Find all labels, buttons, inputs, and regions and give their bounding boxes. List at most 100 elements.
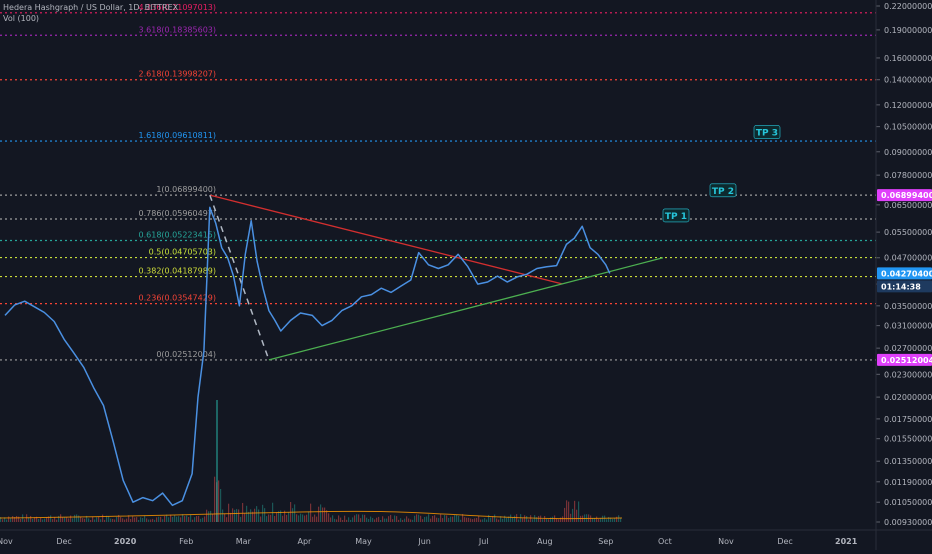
volume-bar xyxy=(362,514,364,522)
volume-bar xyxy=(616,516,618,522)
target-box xyxy=(709,183,737,198)
volume-bar xyxy=(430,518,432,522)
volume-bar xyxy=(576,509,578,522)
time-tick-label: Oct xyxy=(658,537,672,546)
volume-bar xyxy=(228,503,230,522)
volume-bar xyxy=(16,515,18,522)
volume-bar xyxy=(232,508,234,522)
volume-bar xyxy=(526,516,528,522)
fib-level-label: 0.786(0.05960497) xyxy=(139,209,217,218)
volume-bar xyxy=(398,519,400,522)
price-series xyxy=(4,206,611,507)
volume-bar xyxy=(426,516,428,522)
volume-bar xyxy=(134,517,136,522)
fib-level-label: 0.382(0.04187989) xyxy=(139,267,217,276)
volume-bar xyxy=(380,519,382,522)
price-tick-label: 0.03100000 xyxy=(884,322,932,331)
fib-level-label: 0.618(0.05223415) xyxy=(139,231,217,240)
volume-bar xyxy=(454,515,456,522)
volume-bar xyxy=(524,515,526,522)
volume-bar xyxy=(538,515,540,522)
volume-bar xyxy=(154,519,156,522)
volume-bar xyxy=(330,517,332,522)
volume-bar xyxy=(152,518,154,522)
volume-bar xyxy=(512,517,514,522)
volume-bar xyxy=(80,516,82,522)
volume-bars xyxy=(0,400,623,522)
time-tick-label: Feb xyxy=(179,537,193,546)
volume-bar xyxy=(64,517,66,522)
price-tag-label: 0.06899400 xyxy=(881,191,932,200)
volume-bar xyxy=(474,518,476,522)
volume-bar xyxy=(32,518,34,522)
volume-bar xyxy=(130,519,132,522)
volume-bar xyxy=(542,519,544,522)
volume-bar xyxy=(96,517,98,522)
fib-level-label: 3.618(0.18385603) xyxy=(139,25,217,34)
volume-bar xyxy=(602,515,604,522)
volume-bar xyxy=(318,506,320,522)
price-tick-label: 0.01190000 xyxy=(884,478,932,487)
price-tick-label: 0.06500000 xyxy=(884,201,932,210)
volume-bar xyxy=(424,516,426,522)
time-axis[interactable]: Nov Dec 2020 Feb Mar Apr May Jun Jul Aug Sep Oct Nov… xyxy=(0,537,858,546)
volume-bar xyxy=(78,515,80,522)
price-tick-label: 0.01050000 xyxy=(884,498,932,507)
volume-bar xyxy=(84,518,86,522)
volume-bar xyxy=(236,508,238,522)
volume-bar xyxy=(282,515,284,522)
volume-bar xyxy=(442,518,444,522)
volume-bar xyxy=(338,515,340,522)
time-tick-label: Dec xyxy=(777,537,792,546)
price-tick-label: 0.16000000 xyxy=(884,54,932,63)
volume-bar xyxy=(606,519,608,522)
volume-bar xyxy=(226,517,228,522)
volume-bar xyxy=(18,516,20,522)
volume-bar xyxy=(160,516,162,522)
volume-bar xyxy=(416,514,418,522)
volume-bar xyxy=(372,517,374,522)
volume-bar xyxy=(148,519,150,522)
volume-bar xyxy=(298,515,300,522)
volume-bar xyxy=(126,518,128,522)
volume-bar xyxy=(62,517,64,522)
volume-bar xyxy=(108,516,110,522)
volume-bar xyxy=(448,517,450,522)
volume-bar xyxy=(174,515,176,522)
volume-bar xyxy=(364,514,366,522)
volume-bar xyxy=(502,518,504,522)
volume-bar xyxy=(268,514,270,522)
volume-bar xyxy=(172,517,174,522)
volume-bar xyxy=(190,514,192,522)
time-tick-label: Jul xyxy=(478,537,489,546)
time-tick-label: May xyxy=(355,537,372,546)
resistance-trendline xyxy=(209,194,563,285)
symbol-title[interactable]: Hedera Hashgraph / US Dollar, 1D, BITTRE… xyxy=(3,3,179,12)
volume-bar xyxy=(354,515,356,522)
volume-bar xyxy=(302,514,304,522)
volume-indicator-label[interactable]: Vol (100) xyxy=(3,14,40,23)
volume-bar xyxy=(592,517,594,522)
volume-bar xyxy=(422,519,424,522)
volume-bar xyxy=(256,506,258,522)
volume-bar xyxy=(432,515,434,522)
volume-bar xyxy=(60,514,62,522)
price-axis[interactable]: 0.22000000 0.19000000 0.16000000 0.14000000… xyxy=(876,2,932,527)
volume-bar xyxy=(446,515,448,522)
volume-bar xyxy=(420,515,422,522)
fib-level-label: 1.618(0.09610811) xyxy=(139,131,217,140)
volume-bar xyxy=(392,519,394,522)
time-tick-label: Mar xyxy=(236,537,252,546)
volume-bar xyxy=(468,517,470,522)
volume-bar xyxy=(596,516,598,522)
volume-bar xyxy=(70,515,72,522)
volume-bar xyxy=(352,517,354,522)
volume-bar xyxy=(82,518,84,522)
target-label: TP 2 xyxy=(712,187,734,197)
volume-bar xyxy=(574,500,576,522)
volume-ma-line xyxy=(0,510,623,520)
volume-bar xyxy=(418,514,420,522)
time-tick-label: Aug xyxy=(537,537,553,546)
